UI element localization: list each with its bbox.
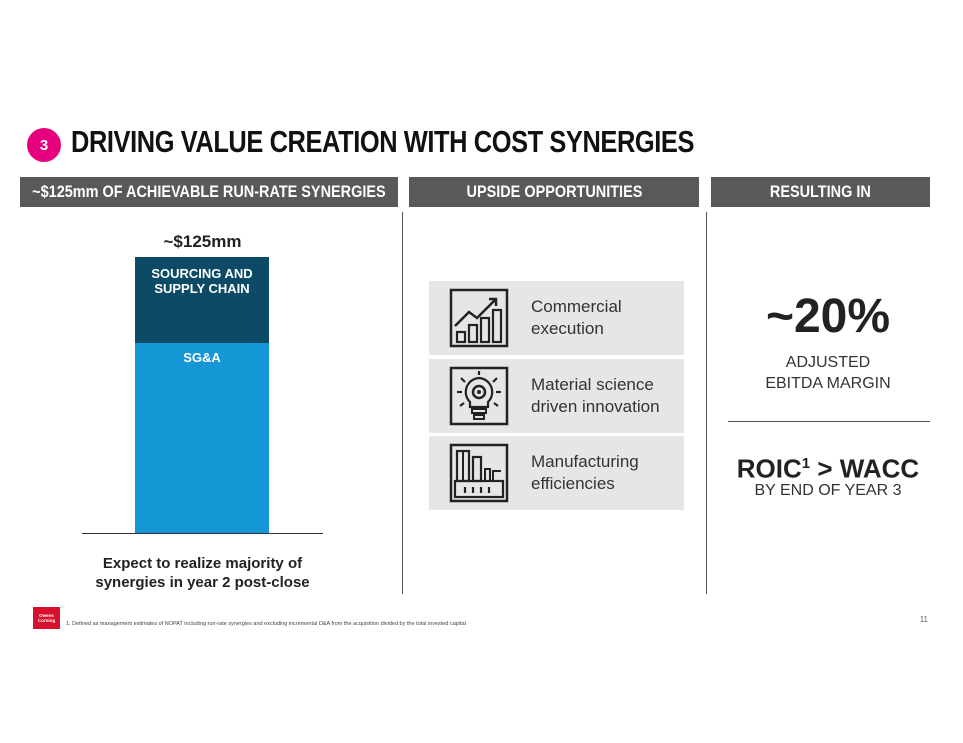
- roic-statement: ROIC1 > WACC: [736, 453, 920, 484]
- lightbulb-gear-icon: [449, 366, 509, 426]
- synergy-chart: ~$125mm SOURCING AND SUPPLY CHAIN SG&A: [80, 228, 325, 538]
- ebitda-margin-value: ~20%: [765, 290, 891, 343]
- chart-title: ~$125mm: [163, 232, 242, 251]
- ebitda-margin-label: ADJUSTED EBITDA MARGIN: [765, 354, 891, 392]
- opportunity-text: Material science driven innovation: [531, 375, 660, 416]
- results-divider: [728, 421, 930, 422]
- company-logo: Owens Corning: [33, 607, 60, 629]
- resulting-header: RESULTING IN: [711, 177, 930, 207]
- growth-chart-icon: [449, 288, 509, 348]
- opportunity-text: Commercial execution: [531, 297, 622, 338]
- roic-subtitle: BY END OF YEAR 3: [754, 482, 902, 499]
- bar-label-sourcing: SOURCING AND SUPPLY CHAIN: [151, 266, 253, 296]
- opportunity-card-innovation: Material science driven innovation: [429, 359, 684, 433]
- footnote: 1. Defined as management estimates of NO…: [66, 621, 466, 627]
- chart-baseline: [82, 533, 323, 534]
- column-divider-left: [402, 212, 403, 594]
- column-divider-right: [706, 212, 707, 594]
- synergies-header: ~$125mm OF ACHIEVABLE RUN-RATE SYNERGIES: [20, 177, 398, 207]
- page-title: DRIVING VALUE CREATION WITH COST SYNERGI…: [71, 124, 695, 159]
- factory-icon: [449, 443, 509, 503]
- page-number: 11: [919, 615, 928, 624]
- bar-segment-sga: SG&A: [135, 342, 269, 533]
- section-number-badge: 3: [27, 128, 61, 162]
- opportunity-card-manufacturing: Manufacturing efficiencies: [429, 436, 684, 510]
- bar-segment-sourcing: SOURCING AND SUPPLY CHAIN: [135, 257, 269, 343]
- opportunity-text: Manufacturing efficiencies: [531, 452, 639, 493]
- upside-header: UPSIDE OPPORTUNITIES: [409, 177, 699, 207]
- opportunity-card-commercial: Commercial execution: [429, 281, 684, 355]
- stacked-bar: SOURCING AND SUPPLY CHAIN SG&A: [135, 257, 269, 533]
- bar-label-sga: SG&A: [183, 349, 221, 365]
- synergy-note: Expect to realize majority of synergies …: [95, 555, 310, 591]
